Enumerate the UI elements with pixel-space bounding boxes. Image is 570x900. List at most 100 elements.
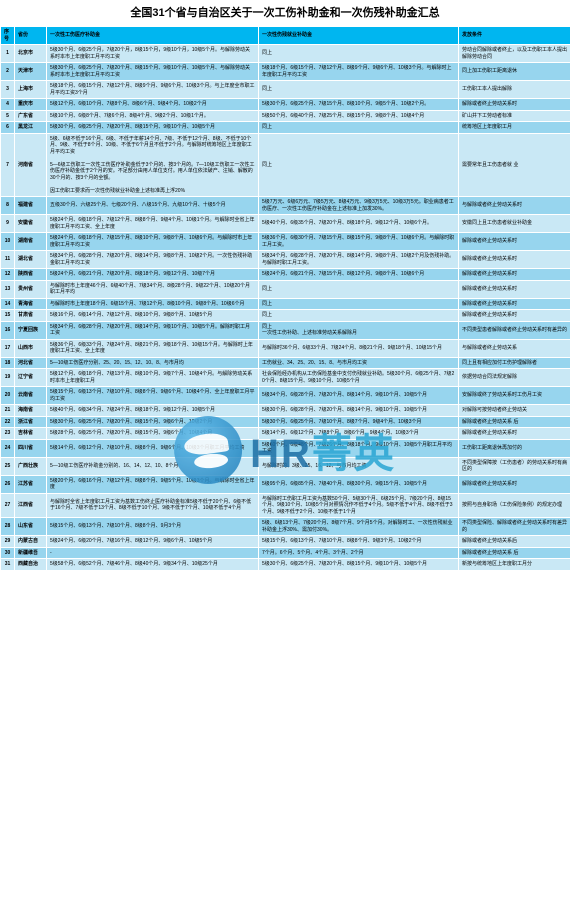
cell-condition: 解除或者终止劳动关系时	[459, 428, 570, 440]
cell-province: 北京市	[15, 45, 47, 63]
cell-condition: 新按与统筹地区上年度职工月分	[459, 559, 570, 571]
cell-employment: 与解除时的、3级、25、16、12、与市月均工资	[259, 457, 459, 475]
cell-medical: 5级24个月、6级20个月、7级16个月、8级12个月、9级6个月、10级5个月	[47, 536, 259, 548]
cell-medical: 5级24个月、6级18个月、7级15个月、8级10个月、9级8个月、10级6个月…	[47, 233, 259, 251]
cell-province: 青海省	[15, 298, 47, 310]
cell-employment: 同上 一次性工伤补助、上述标准劳动关系解除月	[259, 321, 459, 339]
cell-idx: 28	[1, 518, 15, 536]
table-row: 11湖北省5级34个月、6级28个月、7级20个月、8级14个月、9级8个月、1…	[1, 251, 570, 269]
cell-idx: 9	[1, 215, 15, 233]
cell-medical: 5级36个月、6级33个月、7级24个月、8级21个月、9级18个月、10级15…	[47, 339, 259, 357]
cell-medical: 5级15个月、6级13个月、7级10个月、8级8个月、9级6个月、10级4个月、…	[47, 387, 259, 405]
cell-medical: 5级30个月、6级25个月、7级20个月、8级15个月、9级6个月、10级2个月	[47, 416, 259, 428]
cell-condition: 解除或者终止劳动关系时	[459, 475, 570, 493]
cell-employment: 5级30个月、6级25个月、7级15个月、8级10个月、9级5个月、10级2个月…	[259, 99, 459, 111]
cell-medical: 5—10级工伤医疗补助金分别的、16、14、12、10、8个月	[47, 457, 259, 475]
cell-condition: 解除或者终止劳动关系后	[459, 536, 570, 548]
cell-medical: 5级16个月、6级14个月、7级12个月、8级10个月、9级8个月、10级5个月	[47, 310, 259, 322]
cell-employment: 5级95个月、6级85个月、7级40个月、8级30个月、9级15个月、10级5个…	[259, 475, 459, 493]
cell-condition: 解除或者终止劳动关系时	[459, 280, 570, 298]
cell-idx: 20	[1, 387, 15, 405]
cell-medical: 5级10个月、6级8个月、7级6个月、8级4个月、9级2个月、10级1个月。	[47, 110, 259, 122]
cell-medical: 5级40个月、6级34个月、7级24个月、8级18个月、9级12个月、10级5个…	[47, 405, 259, 417]
cell-province: 天津市	[15, 63, 47, 81]
cell-condition: 同上加工伤职工距离退休	[459, 63, 570, 81]
cell-province: 辽宁省	[15, 369, 47, 387]
cell-idx: 5	[1, 110, 15, 122]
cell-medical: 5级14个月、6级12个月、7级10个月、8级8个月、9级6个月、10级3个月职…	[47, 439, 259, 457]
cell-employment: 5级、6级13个月、7级20个月、8级7个月、9个月5个月。对解除时工、一次性伤…	[259, 518, 459, 536]
table-row: 20云南省5级15个月、6级13个月、7级10个月、8级8个月、9级6个月、10…	[1, 387, 570, 405]
cell-province: 广西壮族	[15, 457, 47, 475]
cell-province: 陕西省	[15, 269, 47, 281]
cell-idx: 12	[1, 269, 15, 281]
cell-condition: 同上且有相应加付工伤护理解除者	[459, 357, 570, 369]
cell-idx: 30	[1, 547, 15, 559]
page-title: 全国31个省与自治区关于一次工伤补助金和一次伤残补助金汇总	[0, 0, 570, 26]
cell-condition: 工伤职工本人提出解除	[459, 81, 570, 99]
table-row: 5广东省5级10个月、6级8个月、7级6个月、8级4个月、9级2个月、10级1个…	[1, 110, 570, 122]
table-row: 26江苏省5级20个月、6级16个月、7级12个月、8级8个月、9级5个月、10…	[1, 475, 570, 493]
cell-province: 江西省	[15, 493, 47, 518]
cell-condition: 工伤职工距离退休再加付的	[459, 439, 570, 457]
table-row: 14青海省与解除时市上年度18个月、6级15个月、7级12个月、8级10个月、9…	[1, 298, 570, 310]
cell-employment: 7个月。6个月、5个月、4个月、3个月、2个月	[259, 547, 459, 559]
table-row: 3上海市5级18个月、6级15个月、7级12个月、8级9个月、9级6个月、10级…	[1, 81, 570, 99]
cell-province: 黑龙江	[15, 122, 47, 134]
cell-province: 广东省	[15, 110, 47, 122]
cell-medical: 5级、6级不低于16个月、6级、不低于年薪14个月、7级、不低于12个月、8级、…	[47, 133, 259, 197]
table-row: 29内蒙古自5级24个月、6级20个月、7级16个月、8级12个月、9级6个月、…	[1, 536, 570, 548]
cell-condition: 按照与自身职场（工伤保险条例）的规定办理	[459, 493, 570, 518]
table-row: 13贵州省与解除时市上年度46个月、6级40个月、7级34个月、8级28个月、9…	[1, 280, 570, 298]
table-row: 30新疆维吾-7个月。6个月、5个月、4个月、3个月、2个月解除或者终止劳动关系…	[1, 547, 570, 559]
cell-province: 浙江省	[15, 416, 47, 428]
cell-idx: 11	[1, 251, 15, 269]
cell-medical: 5级20个月、6级16个月、7级12个月、8级8个月、9级5个月、10级3个月。…	[47, 475, 259, 493]
cell-condition: 需要常年且工伤患者就 业	[459, 133, 570, 197]
cell-employment: 5级30个月、6级28个月、7级20个月、8级14个月、9级10个月、10级5个…	[259, 405, 459, 417]
table-row: 27江西省与解除时全省上年度职工月工资为基数工伤终止医疗补助金标准5级不低于20…	[1, 493, 570, 518]
cell-medical: 5级18个月、6级15个月、7级12个月、8级9个月、9级6个月、10级3个月。…	[47, 81, 259, 99]
table-row: 18河北省5—10级工伤医疗分别、25、20、15、12、10、8、与市月均工伤…	[1, 357, 570, 369]
cell-condition: 解除或者终止劳动关系 后	[459, 416, 570, 428]
cell-idx: 16	[1, 321, 15, 339]
cell-province: 内蒙古自	[15, 536, 47, 548]
table-row: 4重庆市5级12个月、6级10个月、7级8个月、8级6个月、9级4个月、10级2…	[1, 99, 570, 111]
table-row: 15甘肃省5级16个月、6级14个月、7级12个月、8级10个月、9级8个月、1…	[1, 310, 570, 322]
table-row: 10湖南省5级24个月、6级18个月、7级15个月、8级10个月、9级8个月、1…	[1, 233, 570, 251]
cell-condition: 矿山井下工劳动者标准	[459, 110, 570, 122]
table-row: 25广西壮族5—10级工伤医疗补助金分别的、16、14、12、10、8个月与解除…	[1, 457, 570, 475]
cell-idx: 25	[1, 457, 15, 475]
cell-employment: 与解除时36个月、6级33个月、7级24个月、8级21个月、9级18个月、10级…	[259, 339, 459, 357]
cell-condition: 对解除可按劳动者终止劳动关	[459, 405, 570, 417]
cell-condition: 依据劳动合同法规定解除	[459, 369, 570, 387]
cell-medical: 5级30个月、6级25个月、7级20个月、8级15个月、9级10个月、10级5个…	[47, 63, 259, 81]
cell-medical: 5级15个月、6级13个月、7级10个月、8级8个月、9月3个月	[47, 518, 259, 536]
cell-province: 云南省	[15, 387, 47, 405]
cell-idx: 17	[1, 339, 15, 357]
cell-employment: 5级18个月、6级15个月、7级12个月、8级9个月、9级6个月、10级3个月。…	[259, 63, 459, 81]
table-row: 1北京市5级30个月、6级25个月，7级20个月，8级15个月，9级10个月，1…	[1, 45, 570, 63]
cell-employment: 5级40个月、6级35个月、7级20个月、8级18个月、9级12个月、10级6个…	[259, 215, 459, 233]
cell-medical: 5级12个月、6级18个月、7级13个月、8级10个月、9级7个月、10级4个月…	[47, 369, 259, 387]
cell-idx: 3	[1, 81, 15, 99]
cell-province: 福建省	[15, 197, 47, 215]
cell-province: 江苏省	[15, 475, 47, 493]
cell-medical: 5级28个月、6级25个月、7级20个月、8级15个月、9级6个月、10级4个月	[47, 428, 259, 440]
cell-employment: 同上	[259, 298, 459, 310]
cell-employment: 5级15个月、6级13个月、7级10个月、8级8个月、9级3个月、10级2个月	[259, 536, 459, 548]
cell-condition: 安徽同上且工伤患者就业补助金	[459, 215, 570, 233]
cell-employment: 5级50个月、6级40个月、7级25个月、8级15个月、9级8个月、10级4个月	[259, 110, 459, 122]
cell-condition: 安解除或终了劳动关系时工伤月工资	[459, 387, 570, 405]
table-row: 31西藏自治5级58个月、6级52个月、7级46个月、8级40个月、9级34个月…	[1, 559, 570, 571]
cell-idx: 4	[1, 99, 15, 111]
cell-idx: 2	[1, 63, 15, 81]
cell-province: 山西市	[15, 339, 47, 357]
cell-condition: 不同类型保障按（工伤患者）的劳动关系时有病区的	[459, 457, 570, 475]
cell-medical: 与解除时市上年度46个月、6级40个月、7级34个月、8级28个月、9级22个月…	[47, 280, 259, 298]
cell-employment: 同上	[259, 81, 459, 99]
cell-medical: 5级24个月、6级21个月、7级20个月、8级18个月、9级12个月、10级7个…	[47, 269, 259, 281]
cell-idx: 15	[1, 310, 15, 322]
cell-province: 四川省	[15, 439, 47, 457]
table-header-row: 序号 省份 一次性工伤医疗补助金 一次性伤残就业补助金 发放条件	[1, 27, 570, 45]
